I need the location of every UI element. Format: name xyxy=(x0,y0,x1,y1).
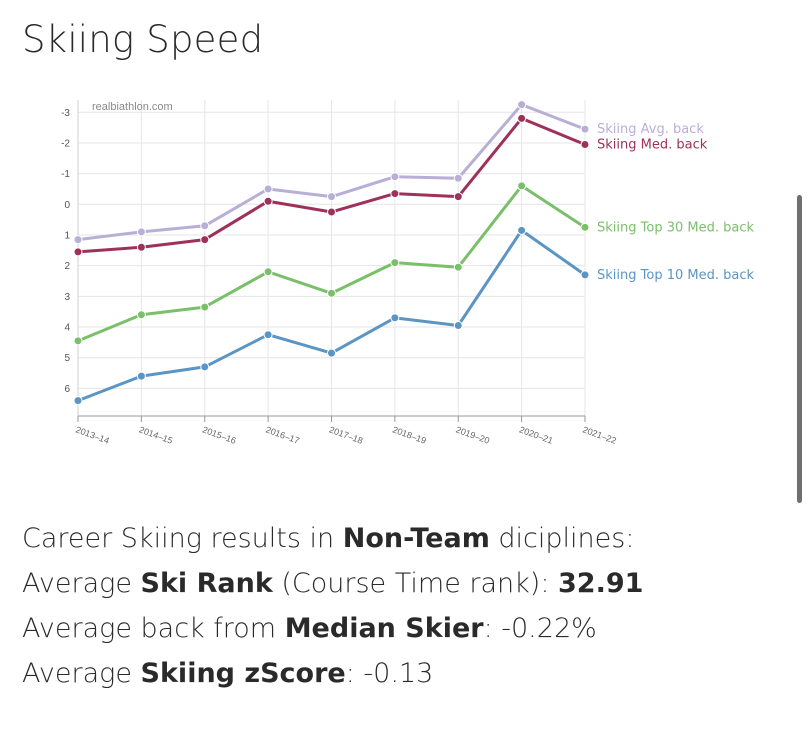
data-point[interactable] xyxy=(73,235,83,245)
series-label: Skiing Med. back xyxy=(597,137,708,152)
x-tick-label: 2021–22 xyxy=(581,424,617,445)
data-point[interactable] xyxy=(453,173,463,183)
y-tick-label: -1 xyxy=(61,169,70,180)
data-point[interactable] xyxy=(200,221,210,231)
y-tick-label: 4 xyxy=(64,323,70,334)
data-point[interactable] xyxy=(453,320,463,330)
discipline-type: Non-Team xyxy=(342,523,490,554)
data-point[interactable] xyxy=(200,302,210,312)
y-axis: -3 -2 -1 0 1 2 3 4 5 6 xyxy=(61,100,79,416)
data-point[interactable] xyxy=(580,124,590,134)
y-tick-label: 1 xyxy=(64,230,70,241)
zscore-value: -0.13 xyxy=(363,658,434,689)
data-point[interactable] xyxy=(390,189,400,199)
data-point[interactable] xyxy=(390,172,400,182)
series-2 xyxy=(73,181,590,346)
career-stats: Career Skiing results in Non-Team dicipl… xyxy=(22,516,643,696)
x-tick-label: 2015–16 xyxy=(201,424,237,445)
x-tick-label: 2019–20 xyxy=(455,424,491,445)
x-tick-label: 2013–14 xyxy=(74,424,110,445)
data-point[interactable] xyxy=(517,181,527,191)
y-tick-label: 0 xyxy=(64,200,70,211)
y-tick-label: 3 xyxy=(64,292,70,303)
data-point[interactable] xyxy=(517,225,527,235)
data-point[interactable] xyxy=(200,235,210,245)
data-point[interactable] xyxy=(390,258,400,268)
series-label: Skiing Avg. back xyxy=(597,122,704,137)
y-tick-label: -2 xyxy=(61,138,70,149)
ski-rank-value: 32.91 xyxy=(558,568,644,599)
data-point[interactable] xyxy=(517,113,527,123)
data-point[interactable] xyxy=(327,348,336,358)
data-point[interactable] xyxy=(136,371,146,381)
y-tick-label: 5 xyxy=(64,353,70,364)
data-point[interactable] xyxy=(136,242,146,252)
x-tick-label: 2020–21 xyxy=(518,424,554,445)
data-point[interactable] xyxy=(517,100,527,110)
data-point[interactable] xyxy=(263,267,273,277)
data-point[interactable] xyxy=(73,396,83,406)
x-tick-label: 2016–17 xyxy=(264,424,300,445)
series-3 xyxy=(73,225,590,406)
series-0 xyxy=(73,100,590,245)
x-axis: 2013–14 2014–15 2015–16 2016–17 2017–18 2018–… xyxy=(74,415,618,446)
data-point[interactable] xyxy=(73,336,83,346)
y-tick-label: -3 xyxy=(61,108,70,119)
stats-line-ski-rank: Average Ski Rank (Course Time rank): 32.… xyxy=(22,568,644,599)
data-point[interactable] xyxy=(580,222,590,232)
data-point[interactable] xyxy=(580,270,590,280)
x-tick-label: 2018–19 xyxy=(391,424,427,445)
y-tick-label: 6 xyxy=(64,384,70,395)
data-point[interactable] xyxy=(73,247,83,257)
x-tick-label: 2017–18 xyxy=(328,424,364,445)
grid-lines xyxy=(77,100,586,416)
data-point[interactable] xyxy=(263,330,273,340)
data-point[interactable] xyxy=(327,288,336,298)
data-point[interactable] xyxy=(327,192,336,202)
data-point[interactable] xyxy=(263,196,273,206)
series-label: Skiing Top 10 Med. back xyxy=(597,268,754,283)
series-1 xyxy=(73,113,590,257)
data-point[interactable] xyxy=(453,262,463,272)
stats-line-median-back: Average back from Median Skier: -0.22% xyxy=(22,613,597,644)
median-back-value: -0.22% xyxy=(501,613,597,644)
stats-line-zscore: Average Skiing zScore: -0.13 xyxy=(22,658,434,689)
skiing-speed-line-chart: -3 -2 -1 0 1 2 3 4 5 6 2013–14 2014–15 2015–16 2016–… xyxy=(61,100,754,446)
y-tick-label: 2 xyxy=(64,261,70,272)
data-point[interactable] xyxy=(580,139,590,149)
data-point[interactable] xyxy=(200,362,210,372)
watermark: realbiathlon.com xyxy=(92,101,173,113)
data-point[interactable] xyxy=(390,313,400,323)
stats-line-disciplines: Career Skiing results in Non-Team dicipl… xyxy=(22,523,635,554)
data-point[interactable] xyxy=(136,227,146,237)
page-scrollbar[interactable] xyxy=(797,195,802,503)
chart-title: Skiing Speed xyxy=(22,18,264,61)
data-point[interactable] xyxy=(136,310,146,320)
data-point[interactable] xyxy=(263,184,273,194)
data-point[interactable] xyxy=(327,207,336,217)
data-point[interactable] xyxy=(453,192,463,202)
series xyxy=(73,100,590,406)
x-tick-label: 2014–15 xyxy=(138,424,174,445)
series-label: Skiing Top 30 Med. back xyxy=(597,220,754,235)
